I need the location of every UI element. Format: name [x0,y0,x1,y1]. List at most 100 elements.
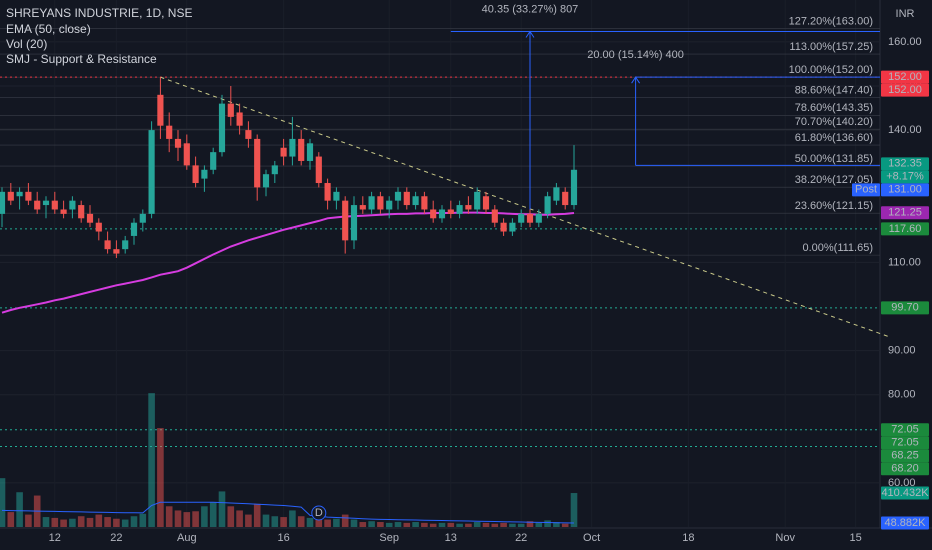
volume-bar [377,522,384,527]
candle-body [500,222,507,232]
volume-bar [201,506,208,527]
price-badge-label: 68.25 [891,450,919,462]
candle-body [245,130,252,139]
volume-bar [60,519,67,527]
price-badge-label: 152.00 [888,84,922,96]
volume-bar [236,510,243,527]
volume-bar [0,478,6,527]
post-tag-label: Post [855,184,877,196]
x-tick-label: 15 [849,532,861,544]
volume-bar [429,523,437,527]
price-badge [881,183,929,197]
candle-body [174,138,182,148]
volume-bar [333,518,340,527]
volume-bar [341,514,349,527]
candle-body [350,205,358,241]
candle-body [447,209,454,214]
candle-body [518,213,525,223]
volume-bar [517,523,525,527]
volume-bar [104,517,111,527]
candle-body [60,209,67,214]
candle-body [95,222,102,232]
candle-body [78,205,85,219]
price-badge [881,462,929,476]
price-badge-label: 99.70 [891,302,919,314]
candle-body [465,205,472,210]
post-tag [852,183,880,197]
price-badge [881,516,929,530]
volume-bar [315,517,323,527]
candle-body [315,156,322,184]
volume-bar [447,522,455,527]
volume-bar [526,521,534,527]
candle-body [289,138,296,157]
y-tick-label: 140.00 [888,124,922,136]
fib-label: 38.20%(127.05) [795,174,873,186]
candle-body [377,196,384,210]
volume-bar [262,514,270,527]
volume-bar [86,517,94,527]
candle-body [148,130,155,214]
candle-body [34,200,41,210]
candle-body [25,191,32,201]
y-tick-label: 110.00 [888,256,921,268]
fib-label: 113.00%(157.25) [789,41,873,53]
volume-bar [561,523,569,527]
y-tick-label: 160.00 [888,36,922,48]
volume-ma-line [1,501,575,524]
volume-bar [421,522,428,527]
candle-body [474,191,481,210]
volume-bar [438,522,446,527]
price-badge-label: 68.20 [891,463,919,475]
candle-body [438,209,446,219]
volume-bar [165,506,173,527]
volume-bar [25,514,32,527]
price-badge-label: 72.05 [891,437,919,449]
x-tick-label: Sep [379,532,399,544]
indicator-label: Vol (20) [6,37,47,51]
volume-bar [227,506,235,527]
fib-label: 88.60%(147.40) [795,84,873,96]
price-badge [881,157,929,171]
candle-body [262,174,270,188]
volume-bar [77,516,85,527]
candle-body [333,191,340,201]
overlay: SHREYANS INDUSTRIE, 1D, NSE EMA (50, clo… [6,6,929,530]
candle-body [421,196,428,210]
candle-body [306,143,314,161]
candle-body [482,196,490,210]
fib-label: 61.80%(136.60) [795,132,873,144]
volume-bar [16,492,23,527]
candle-body [562,191,569,206]
volume-bar [465,523,472,527]
x-tick-label: 18 [682,532,694,544]
fib-label: 127.20%(163.00) [789,16,873,28]
price-badge [881,486,929,500]
volume-bar [121,519,129,527]
candle-body [104,240,111,250]
volume-bar [385,522,393,527]
candle-body [394,191,402,201]
candle-body [69,200,76,210]
fib-label: 0.00%(111.65) [802,242,873,254]
price-badge-label: 410.432K [881,487,929,499]
fib-label: 50.00%(131.85) [795,153,873,165]
price-badge-label: 117.60 [889,223,922,235]
x-tick-label: Aug [177,532,197,544]
volume-bar [95,514,103,527]
fib-label: 100.00%(152.00) [789,64,873,76]
candle-body [218,103,226,153]
y-tick-label: 60.00 [888,477,916,489]
candle-body [201,169,208,179]
candle-body [210,152,217,170]
volume-bar [218,491,226,527]
fib-label: 23.60%(121.15) [795,200,873,212]
candle-body [157,94,164,126]
candle-body [183,143,190,166]
volume-bar [553,522,560,527]
volume-bar [473,522,481,527]
volume-bar [42,517,50,527]
volume-bar [368,521,375,527]
